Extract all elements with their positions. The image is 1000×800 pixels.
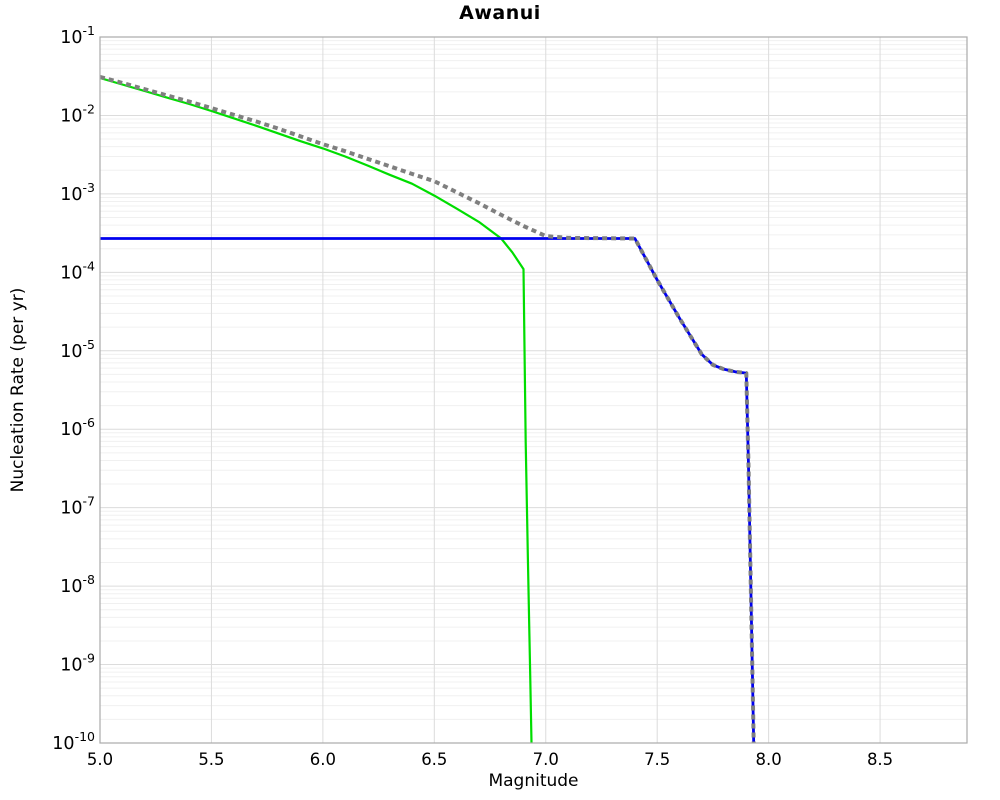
x-tick-label: 7.0 <box>533 750 559 769</box>
y-tick-label: 10-6 <box>60 415 95 440</box>
gray-dotted-curve-series <box>100 74 756 743</box>
x-tick-label: 6.0 <box>310 750 336 769</box>
chart-title: Awanui <box>459 2 541 24</box>
plot-background <box>100 37 967 743</box>
x-tick-label: 8.0 <box>756 750 782 769</box>
y-tick-label: 10-5 <box>60 337 95 362</box>
x-tick-label: 6.5 <box>421 750 447 769</box>
x-axis-title: Magnitude <box>488 771 579 791</box>
y-tick-label: 10-10 <box>52 729 95 754</box>
y-tick-label: 10-3 <box>60 180 95 205</box>
y-axis-title: Nucleation Rate (per yr) <box>8 287 28 493</box>
x-tick-label: 8.5 <box>867 750 893 769</box>
x-tick-label: 5.0 <box>87 750 113 769</box>
y-tick-label: 10-8 <box>60 572 95 597</box>
y-tick-label: 10-4 <box>60 258 95 283</box>
blue-solid-curve-series <box>100 237 756 743</box>
x-tick-label: 7.5 <box>644 750 670 769</box>
green-solid-curve-series <box>100 76 533 743</box>
x-tick-label: 5.5 <box>198 750 224 769</box>
y-tick-label: 10-7 <box>60 494 95 519</box>
y-tick-label: 10-9 <box>60 651 95 676</box>
y-tick-label: 10-2 <box>60 101 95 126</box>
plot-border <box>99 36 968 744</box>
y-tick-label: 10-1 <box>60 23 95 48</box>
